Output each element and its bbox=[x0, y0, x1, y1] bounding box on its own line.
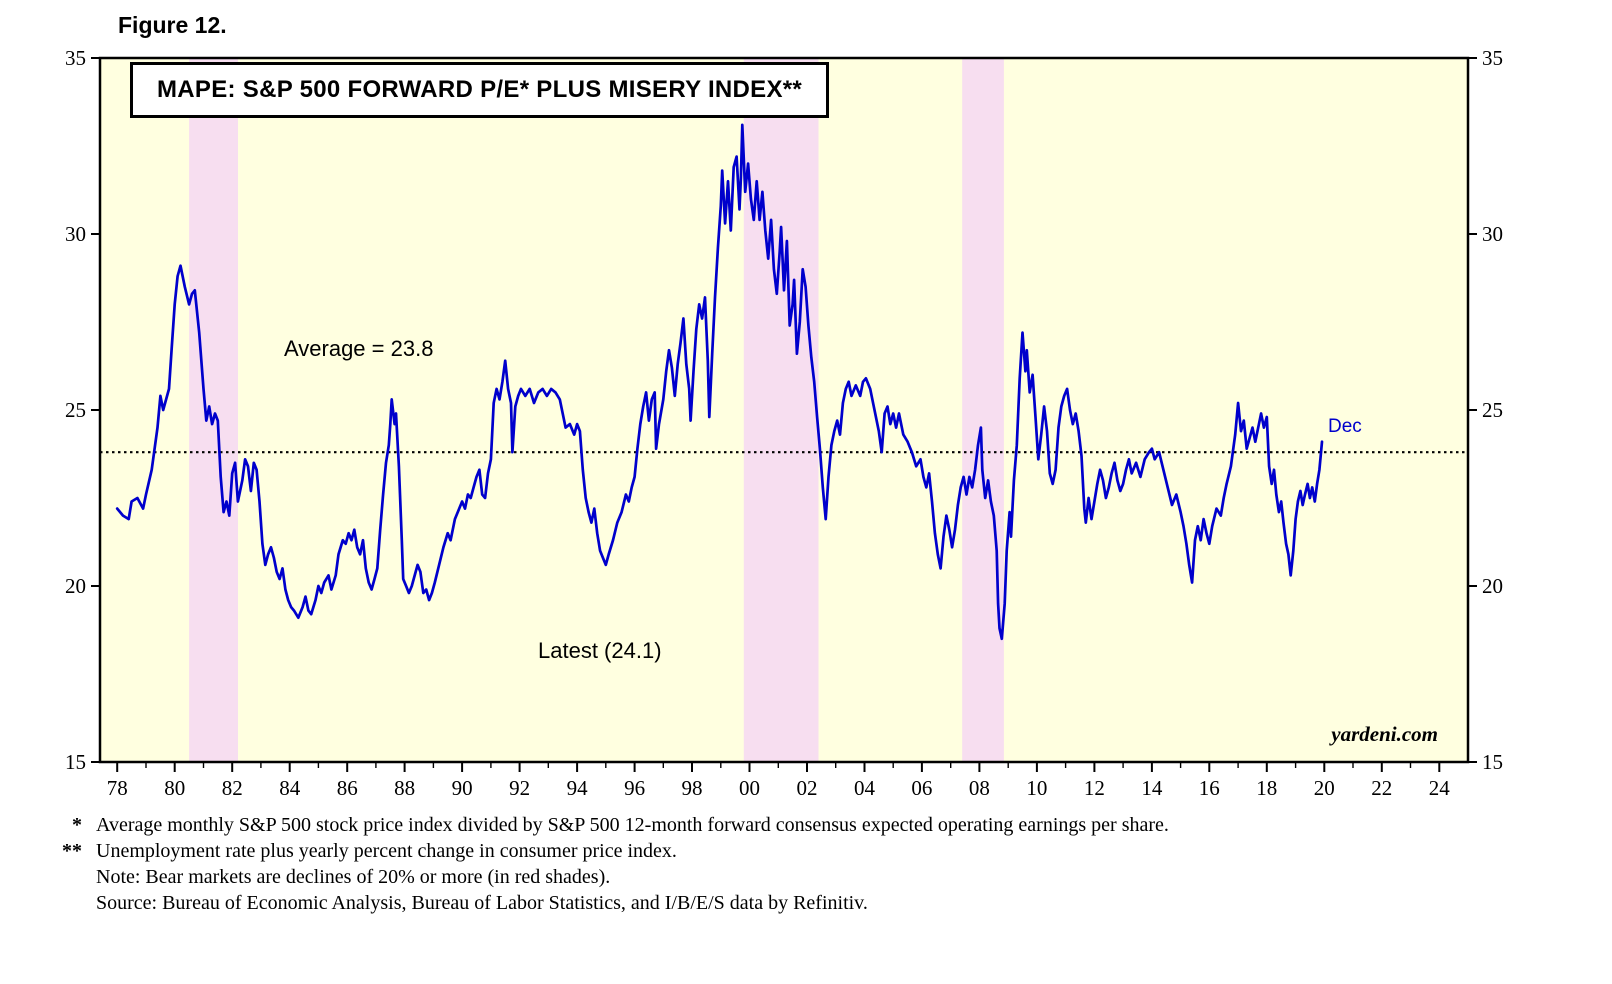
x-tick-label: 10 bbox=[1026, 776, 1047, 800]
x-tick-label: 98 bbox=[682, 776, 703, 800]
y-tick-label: 35 bbox=[1482, 46, 1503, 70]
bear-market-band bbox=[962, 58, 1004, 762]
footnote-text: Source: Bureau of Economic Analysis, Bur… bbox=[96, 892, 868, 914]
x-tick-label: 14 bbox=[1141, 776, 1163, 800]
series-line bbox=[115, 123, 1324, 641]
x-tick-label: 86 bbox=[337, 776, 358, 800]
watermark: yardeni.com bbox=[1331, 722, 1438, 746]
x-tick-label: 78 bbox=[107, 776, 128, 800]
y-tick-label: 20 bbox=[1482, 574, 1503, 598]
footnote-row: Source: Bureau of Economic Analysis, Bur… bbox=[0, 890, 1560, 916]
x-tick-label: 06 bbox=[911, 776, 932, 800]
footnote-marker bbox=[0, 864, 96, 890]
x-tick-label: 92 bbox=[509, 776, 530, 800]
x-tick-label: 18 bbox=[1256, 776, 1277, 800]
x-tick-label: 08 bbox=[969, 776, 990, 800]
latest-annotation: Latest (24.1) bbox=[538, 638, 662, 663]
x-tick-label: 04 bbox=[854, 776, 876, 800]
x-tick-label: 12 bbox=[1084, 776, 1105, 800]
plot-border bbox=[98, 56, 1470, 764]
footnote-text: Unemployment rate plus yearly percent ch… bbox=[96, 840, 677, 862]
footnote-marker: ** bbox=[62, 840, 82, 862]
y-tick-label: 30 bbox=[1482, 222, 1503, 246]
y-tick-label: 25 bbox=[65, 398, 86, 422]
footnote-marker bbox=[0, 890, 96, 916]
x-tick-label: 16 bbox=[1199, 776, 1220, 800]
y-tick-label: 15 bbox=[1482, 750, 1503, 774]
y-tick-label: 15 bbox=[65, 750, 86, 774]
x-tick-label: 96 bbox=[624, 776, 645, 800]
footnote-row: Note: Bear markets are declines of 20% o… bbox=[0, 864, 1560, 890]
footnote-row: ** Unemployment rate plus yearly percent… bbox=[0, 838, 1560, 864]
footnote-row: * Average monthly S&P 500 stock price in… bbox=[0, 812, 1560, 838]
y-tick-label: 30 bbox=[65, 222, 86, 246]
x-tick-label: 22 bbox=[1371, 776, 1392, 800]
y-tick-label: 25 bbox=[1482, 398, 1503, 422]
footnotes: * Average monthly S&P 500 stock price in… bbox=[0, 812, 1560, 916]
x-tick-label: 84 bbox=[279, 776, 301, 800]
chart-title: MAPE: S&P 500 FORWARD P/E* PLUS MISERY I… bbox=[157, 76, 803, 103]
bear-market-band bbox=[189, 58, 238, 762]
y-tick-label: 20 bbox=[65, 574, 86, 598]
y-tick-label: 35 bbox=[65, 46, 86, 70]
x-tick-label: 90 bbox=[452, 776, 473, 800]
x-tick-label: 02 bbox=[797, 776, 818, 800]
x-tick-label: 00 bbox=[739, 776, 760, 800]
x-tick-label: 94 bbox=[567, 776, 589, 800]
chart-title-box: MAPE: S&P 500 FORWARD P/E* PLUS MISERY I… bbox=[130, 62, 830, 118]
dec-label: Dec bbox=[1328, 415, 1362, 437]
x-tick-label: 80 bbox=[164, 776, 185, 800]
figure-label: Figure 12. bbox=[118, 12, 227, 38]
x-tick-label: 24 bbox=[1429, 776, 1451, 800]
footnote-text: Note: Bear markets are declines of 20% o… bbox=[96, 866, 611, 888]
chart-canvas: 78 80 82 84 86 88 90 92 94 96 98 00 02 04 06 08 10 12 14 16… bbox=[65, 46, 1503, 800]
x-tick-label: 88 bbox=[394, 776, 415, 800]
average-annotation: Average = 23.8 bbox=[284, 336, 434, 361]
bear-market-band bbox=[743, 58, 819, 762]
x-tick-label: 20 bbox=[1314, 776, 1335, 800]
x-tick-label: 82 bbox=[222, 776, 243, 800]
footnote-marker: * bbox=[72, 814, 82, 836]
footnote-text: Average monthly S&P 500 stock price inde… bbox=[96, 814, 1169, 836]
